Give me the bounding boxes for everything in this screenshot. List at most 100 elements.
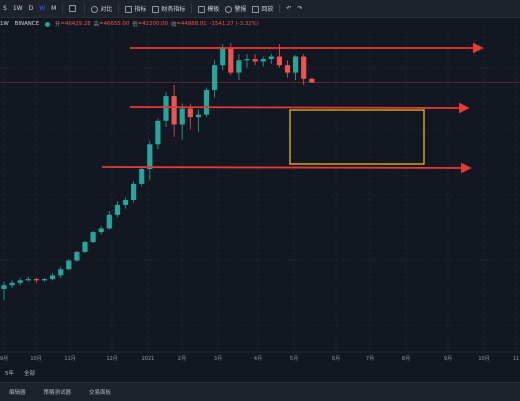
interval-tab-w[interactable]: W	[39, 5, 46, 12]
candle-body	[1, 285, 7, 289]
candle-body	[50, 275, 56, 280]
low-key: 低	[132, 22, 138, 28]
x-tick-label: 2021	[142, 356, 155, 362]
replay-button[interactable]: 回放	[249, 4, 276, 13]
open-key: 开	[54, 22, 61, 28]
toolbar-divider	[191, 4, 193, 13]
candle-body	[244, 59, 250, 61]
candle-body	[260, 59, 266, 62]
top-toolbar: S 1W D W M 对比 指标 财务指标 模板 警报 回放 ↶ ↷	[0, 0, 520, 18]
templates-button[interactable]: 模板	[195, 4, 222, 13]
interval-tab-s[interactable]: S	[3, 5, 7, 12]
high-value: =46655.00	[99, 21, 130, 27]
x-tick-label: 11	[513, 356, 519, 362]
candle-body	[203, 89, 210, 115]
tab-editor[interactable]: 编辑器	[9, 390, 26, 396]
candle-body	[163, 96, 169, 121]
toolbar-divider	[118, 4, 120, 13]
alert-button[interactable]: 警报	[222, 4, 249, 13]
candle-body	[25, 279, 31, 281]
x-tick-label: 10月	[30, 356, 41, 362]
x-tick-label: 9月	[0, 356, 8, 362]
replay-icon	[252, 6, 260, 13]
x-tick-label: 3月	[214, 356, 222, 362]
interval-tab-m[interactable]: M	[51, 5, 57, 12]
candle-body	[179, 108, 185, 125]
bar-chart-icon	[152, 6, 160, 13]
candle-body	[98, 228, 104, 233]
high-key: 高	[93, 22, 100, 28]
compare-button[interactable]: 对比	[88, 4, 115, 13]
candle-body	[114, 204, 120, 215]
interval-tab-d[interactable]: D	[28, 5, 34, 12]
legend-symbol: 1W	[0, 21, 9, 27]
candle-body	[284, 65, 291, 73]
range-5y[interactable]: 5年	[5, 371, 14, 377]
x-tick-label: 6月	[332, 356, 340, 362]
x-tick-label: 7月	[366, 356, 374, 362]
tab-trading-panel[interactable]: 交易面板	[89, 390, 112, 396]
candle-body	[268, 56, 274, 60]
change-value: -1541.27 (-3.32%)	[209, 21, 259, 27]
candle-body	[58, 269, 64, 276]
candle-body	[171, 96, 177, 125]
grid-icon	[198, 6, 206, 13]
target-zone-box	[289, 109, 425, 165]
candle-body	[293, 56, 299, 73]
candle-body	[139, 169, 145, 184]
candle-body	[252, 59, 258, 62]
templates-label: 模板	[207, 6, 220, 13]
alarm-clock-icon	[225, 6, 233, 13]
undo-button[interactable]: ↶	[283, 5, 294, 12]
indicators-button[interactable]: 指标	[122, 4, 149, 13]
close-value: =44888.01	[176, 21, 207, 27]
alert-label: 警报	[234, 6, 247, 13]
bottom-panel-tabs: 编辑器 策略测试器 交易面板	[0, 382, 520, 401]
candle-body	[236, 60, 242, 73]
interval-tab-1w[interactable]: 1W	[12, 5, 23, 12]
range-bar: 5年 全部	[0, 365, 520, 381]
candle-body	[276, 56, 282, 66]
ohlc-legend: 1W BINANCE 开 =46429.28 高 =46655.00 低 =42200…	[0, 19, 262, 29]
toolbar-divider	[84, 4, 86, 13]
legend-exchange: BINANCE	[14, 21, 39, 27]
candle-body	[195, 114, 201, 118]
candle-body	[106, 214, 112, 229]
replay-label: 回放	[261, 6, 274, 13]
function-icon	[125, 6, 133, 13]
candle-body	[66, 260, 72, 270]
redo-button[interactable]: ↷	[294, 5, 305, 12]
candle-body	[74, 251, 80, 261]
redo-icon: ↷	[297, 5, 303, 12]
price-chart[interactable]: 9月 10月 11月 12月 2021 2月 3月 4月 5月 6月 7月 8月 9月 10月 11	[0, 30, 520, 365]
candle-body	[33, 279, 39, 281]
x-tick-label: 2月	[178, 356, 186, 362]
x-tick-label: 11月	[64, 356, 75, 362]
candle-body	[187, 108, 193, 118]
candle-body	[41, 279, 48, 281]
candle-body	[82, 242, 88, 252]
x-tick-label: 4月	[254, 356, 262, 362]
financials-button[interactable]: 财务指标	[149, 4, 188, 13]
plus-circle-icon	[91, 6, 99, 13]
x-tick-label: 9月	[444, 356, 452, 362]
candle-body	[131, 183, 137, 200]
chart-type-button[interactable]	[66, 5, 81, 12]
indicators-label: 指标	[134, 6, 147, 13]
candle-body	[17, 280, 23, 283]
candle-body	[228, 47, 234, 73]
market-status-icon	[44, 21, 50, 27]
tab-strategy-tester[interactable]: 策略测试器	[43, 390, 72, 396]
x-tick-label: 8月	[402, 356, 410, 362]
candle-body	[155, 120, 161, 145]
x-tick-label: 12月	[106, 356, 117, 362]
toolbar-divider	[62, 4, 64, 13]
candle-body	[147, 144, 153, 170]
candle-body	[9, 282, 15, 286]
x-tick-label: 10月	[478, 356, 489, 362]
range-all[interactable]: 全部	[24, 371, 36, 377]
close-key: 收	[170, 22, 177, 28]
x-tick-label: 5月	[290, 356, 298, 362]
candle-body	[301, 56, 307, 79]
candle-body	[122, 199, 129, 205]
